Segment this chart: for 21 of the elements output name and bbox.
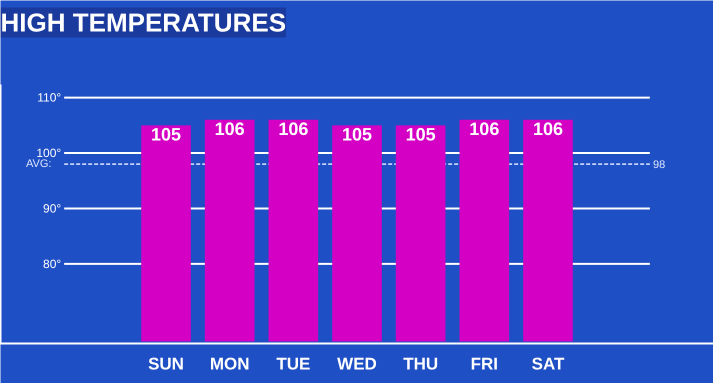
data-label: 105 bbox=[406, 124, 436, 144]
chart-title: HIGH TEMPERATURES bbox=[0, 8, 286, 38]
y-tick-label: 80° bbox=[43, 256, 62, 271]
text: 98 bbox=[653, 159, 666, 172]
x-tick-label: THU bbox=[403, 354, 438, 374]
data-label: 105 bbox=[342, 124, 372, 144]
x-tick-label: MON bbox=[210, 354, 250, 374]
data-label: 106 bbox=[278, 118, 308, 139]
data-label: 106 bbox=[469, 118, 500, 139]
x-tick-label: WED bbox=[337, 354, 377, 374]
y-tick-label: 100° bbox=[36, 146, 62, 160]
y-tick-label: 90° bbox=[43, 201, 62, 216]
y-tick-label: 110° bbox=[37, 90, 62, 105]
data-label: 106 bbox=[214, 118, 245, 139]
x-tick-label: SAT bbox=[532, 354, 565, 374]
ref-line-label: AVG: bbox=[26, 158, 52, 170]
data-label: 106 bbox=[532, 118, 564, 139]
data-label: 105 bbox=[151, 124, 182, 144]
x-tick-label: TUE bbox=[276, 354, 310, 374]
x-tick-label: FRI bbox=[470, 354, 498, 374]
x-tick-label: SUN bbox=[148, 354, 184, 374]
